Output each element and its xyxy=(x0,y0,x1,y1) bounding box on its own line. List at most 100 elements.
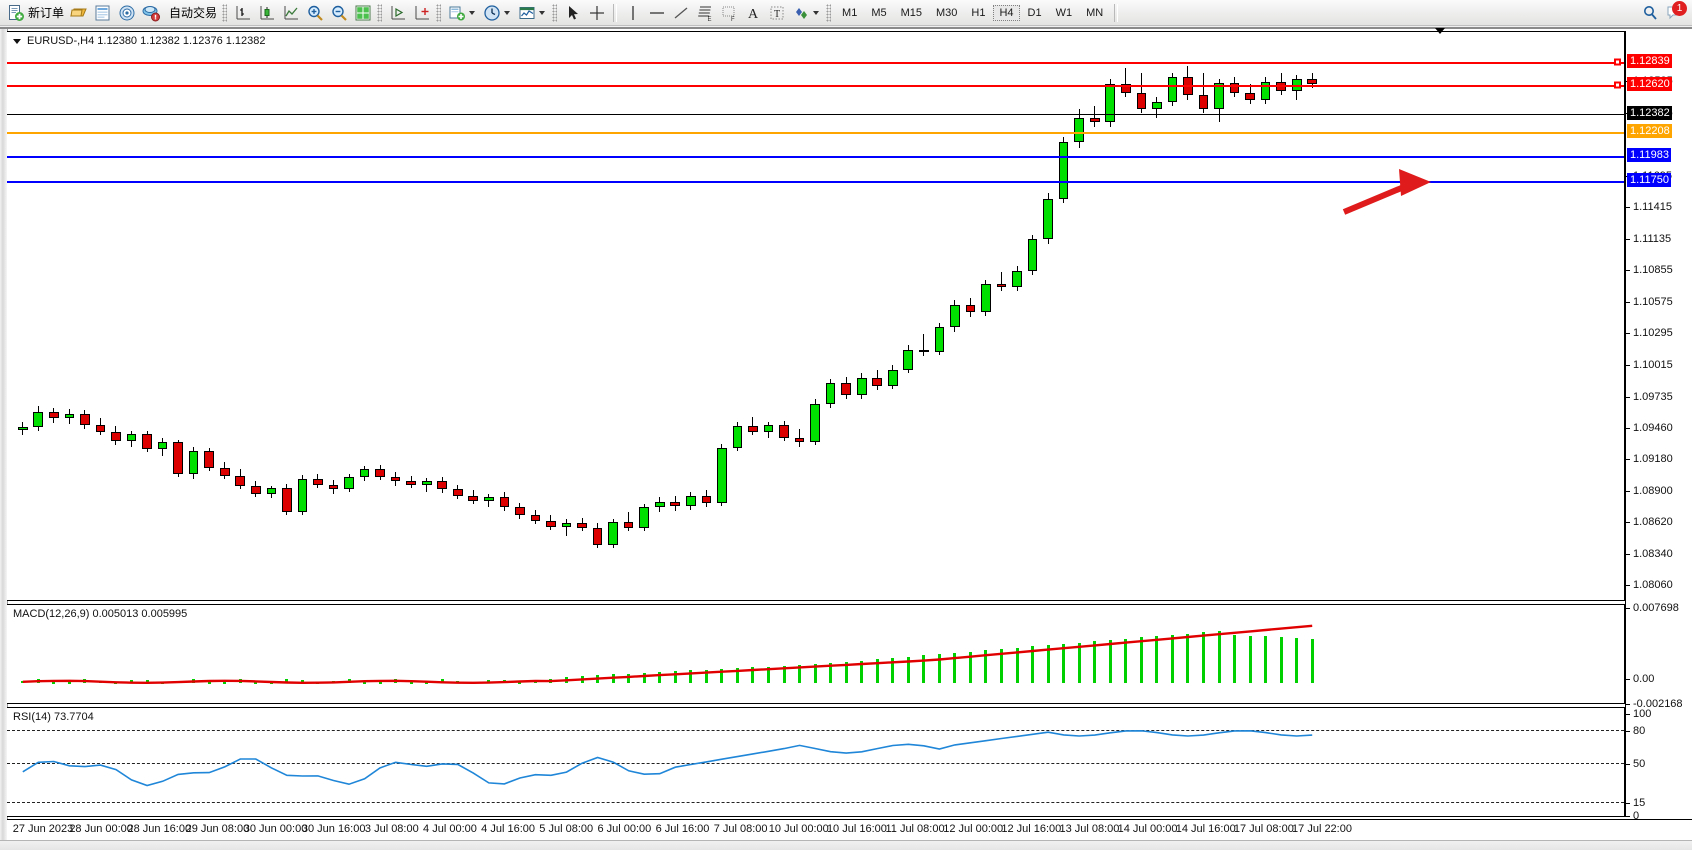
time-axis-tick: 10 Jul 00:00 xyxy=(768,823,829,835)
macd-histogram-bar xyxy=(207,682,211,685)
zoom-in-button[interactable] xyxy=(303,2,327,24)
candle-body xyxy=(903,349,914,370)
support-1-badge[interactable]: 1.11983 xyxy=(1627,148,1671,162)
macd-histogram-bar xyxy=(782,665,786,684)
new-order-button[interactable]: 新订单 xyxy=(4,2,67,24)
take-profit-2-line[interactable] xyxy=(7,62,1624,64)
rsi-pane[interactable]: RSI(14) 73.7704 xyxy=(7,707,1625,817)
macd-histogram-bar xyxy=(67,682,71,685)
toolbar-grip[interactable] xyxy=(222,3,228,22)
templates-chevron-down-icon[interactable] xyxy=(469,10,476,15)
horizontal-line-button[interactable] xyxy=(645,2,669,24)
candle-body xyxy=(561,523,572,527)
timeframe-m30-button[interactable]: M30 xyxy=(936,6,958,19)
candle-body xyxy=(282,488,292,512)
timeframe-h4-button[interactable]: H4 xyxy=(993,4,1020,21)
timeframe-h1-button[interactable]: H1 xyxy=(971,6,986,19)
candle-body xyxy=(810,403,820,443)
toolbar-grip-3[interactable] xyxy=(436,3,442,22)
indicators-chevron-down-icon[interactable] xyxy=(539,10,546,15)
support-1-line[interactable] xyxy=(7,156,1624,158)
macd-histogram-bar xyxy=(52,682,56,685)
crosshair-icon xyxy=(588,4,606,22)
timeframe-w1-button[interactable]: W1 xyxy=(1055,6,1073,19)
vertical-line-button[interactable] xyxy=(621,2,645,24)
channel-button[interactable]: F xyxy=(717,2,741,24)
support-2-badge[interactable]: 1.11750 xyxy=(1627,173,1671,187)
timeframe-d1-button[interactable]: D1 xyxy=(1027,6,1042,19)
red-up-arrow[interactable] xyxy=(7,32,1625,602)
candle-body xyxy=(344,476,354,490)
take-profit-2-badge[interactable]: 1.12839 xyxy=(1627,54,1672,68)
chart-area[interactable]: EURUSD-,H4 1.12380 1.12382 1.12376 1.123… xyxy=(0,27,1692,850)
candle-body xyxy=(111,431,121,441)
timeframe-m15-button[interactable]: M15 xyxy=(900,6,922,19)
chart-shift-button[interactable] xyxy=(386,2,410,24)
zoom-out-button[interactable] xyxy=(327,2,351,24)
candle-body xyxy=(1120,83,1131,93)
fibonacci-icon: E xyxy=(696,4,714,23)
shapes-button[interactable] xyxy=(789,2,824,24)
timeframe-m5-button[interactable]: M5 xyxy=(871,6,887,19)
candle-body xyxy=(748,426,758,432)
search-button[interactable] xyxy=(1638,2,1662,24)
toolbar-grip-4[interactable] xyxy=(552,3,558,22)
period-chevron-down-icon[interactable] xyxy=(504,10,511,15)
time-axis-tick: 4 Jul 00:00 xyxy=(423,823,477,835)
current-price-badge[interactable]: 1.12382 xyxy=(1627,106,1672,120)
timeframe-mn-button[interactable]: MN xyxy=(1086,6,1104,19)
trendline-icon xyxy=(672,4,690,22)
pivot-level-line[interactable] xyxy=(7,132,1624,134)
price-axis-tick: 1.08620 xyxy=(1626,516,1673,528)
take-profit-1-line[interactable] xyxy=(7,85,1624,87)
take-profit-1-badge[interactable]: 1.12620 xyxy=(1627,77,1672,91)
time-axis-tick: 14 Jul 00:00 xyxy=(1117,823,1178,835)
profiles-button[interactable] xyxy=(67,2,91,24)
new-order-icon xyxy=(7,4,25,22)
candle-body xyxy=(732,426,743,448)
macd-pane[interactable]: MACD(12,26,9) 0.005013 0.005995 xyxy=(7,604,1625,704)
candlestick-chart-button[interactable] xyxy=(255,2,279,24)
alerts-button[interactable]: 1 xyxy=(1662,0,1687,24)
period-button[interactable] xyxy=(480,2,515,24)
svg-text:T: T xyxy=(774,9,780,20)
candle-body xyxy=(173,442,183,474)
toolbar-grip-2[interactable] xyxy=(377,3,383,22)
trendline-button[interactable] xyxy=(669,2,693,24)
macd-histogram-bar xyxy=(1186,633,1190,684)
indicators-button[interactable] xyxy=(515,2,550,24)
candle-body xyxy=(825,383,836,404)
terminal-button[interactable] xyxy=(139,2,163,24)
current-price-line[interactable] xyxy=(7,114,1624,115)
pivot-level-badge[interactable]: 1.12208 xyxy=(1627,124,1672,138)
templates-button[interactable] xyxy=(445,2,480,24)
price-axis[interactable]: 1.125351.122551.116951.114151.111351.108… xyxy=(1625,31,1692,822)
candle-body xyxy=(1307,79,1318,84)
timeframe-m1-button[interactable]: M1 xyxy=(842,6,858,19)
cursor-button[interactable] xyxy=(561,2,585,24)
take-profit-1-handle[interactable] xyxy=(1614,81,1621,89)
crosshair-button[interactable] xyxy=(585,2,609,24)
macd-histogram-bar xyxy=(1000,648,1004,684)
autotrading-button[interactable]: 自动交易 xyxy=(163,2,220,24)
navigator-button[interactable] xyxy=(115,2,139,24)
tile-windows-button[interactable] xyxy=(351,2,375,24)
chart-dropdown-arrow-icon[interactable] xyxy=(13,39,21,44)
text-button[interactable]: A xyxy=(741,2,765,24)
auto-scroll-button[interactable] xyxy=(410,2,434,24)
bar-chart-button[interactable] xyxy=(231,2,255,24)
text-label-button[interactable]: T xyxy=(765,2,789,24)
shapes-chevron-down-icon[interactable] xyxy=(813,10,820,15)
fibonacci-button[interactable]: E xyxy=(693,2,717,24)
macd-histogram-bar xyxy=(766,666,770,683)
line-chart-button[interactable] xyxy=(279,2,303,24)
price-pane[interactable]: EURUSD-,H4 1.12380 1.12382 1.12376 1.123… xyxy=(7,28,1625,602)
toolbar-grip-5[interactable] xyxy=(826,3,832,22)
take-profit-2-handle[interactable] xyxy=(1614,58,1621,66)
time-axis[interactable]: 27 Jun 2023 28 Jun 00:00 28 Jun 16:00 29 Ju… xyxy=(7,819,1692,840)
support-2-line[interactable] xyxy=(7,181,1624,183)
symbol-info-label: EURUSD-,H4 1.12380 1.12382 1.12376 1.123… xyxy=(13,35,266,47)
market-watch-button[interactable] xyxy=(91,2,115,24)
candle-body xyxy=(1089,117,1100,123)
